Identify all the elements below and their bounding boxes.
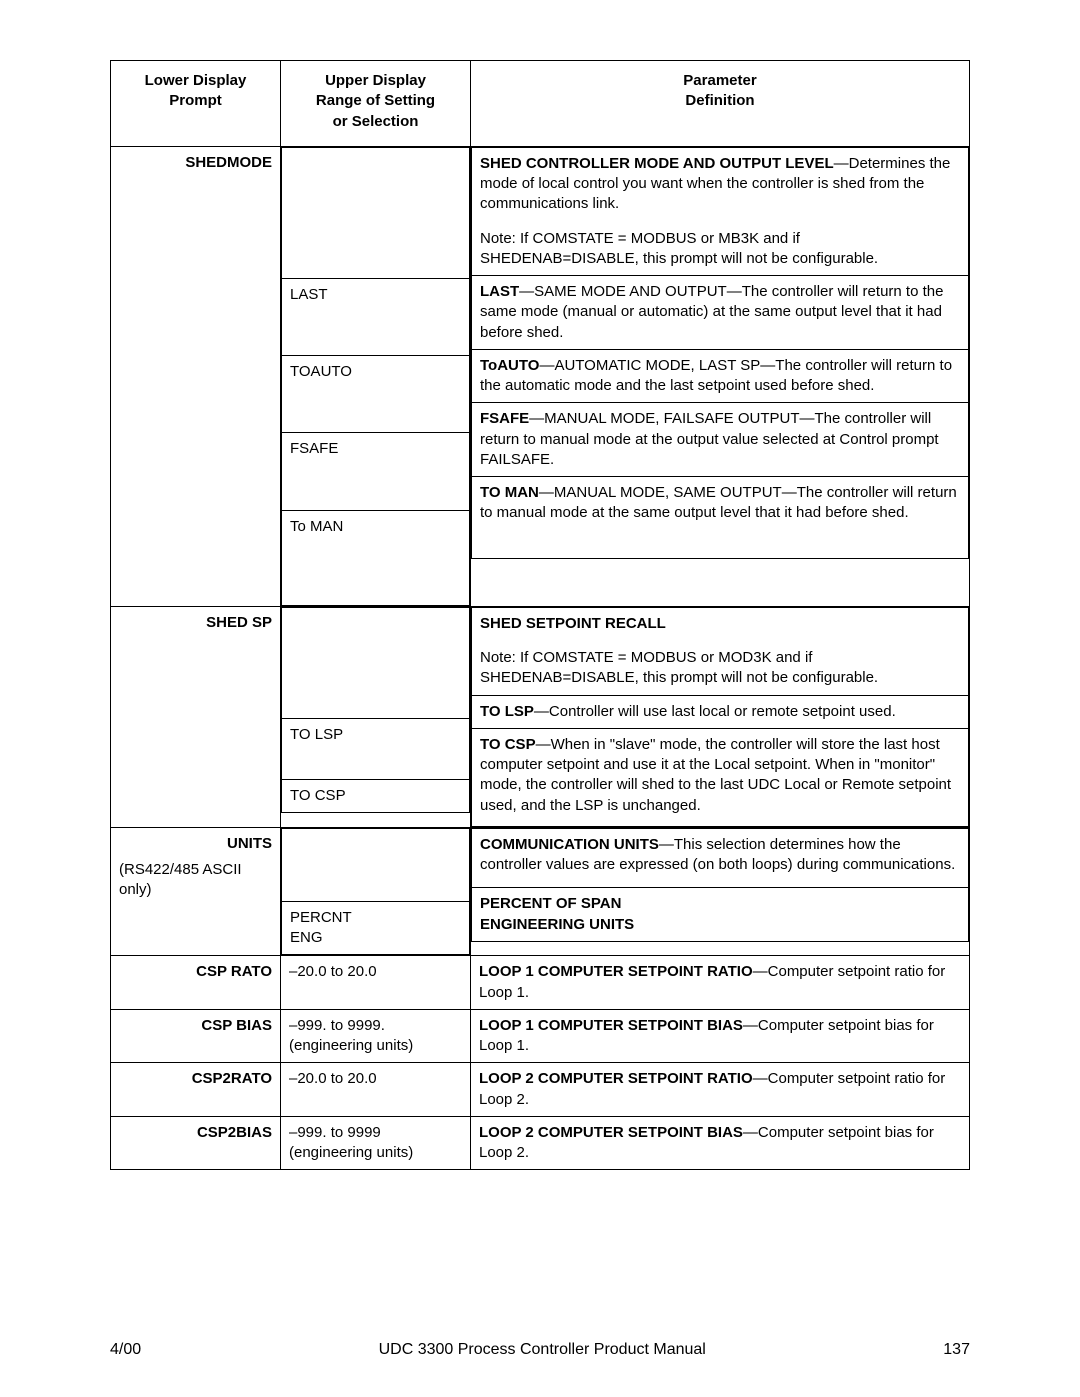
def-title: TO LSP bbox=[480, 703, 534, 720]
prompt-cell: CSP BIAS bbox=[111, 1009, 281, 1063]
prompt-sub: (RS422/485 ASCII only) bbox=[119, 860, 272, 901]
range-text: –999. to 9999 bbox=[289, 1123, 462, 1143]
row-shedsp: SHED SP TO LSP TO CSP SHED SETPOINT RECA… bbox=[111, 606, 970, 827]
def-title: TO MAN bbox=[480, 484, 539, 501]
table-header-row: Lower Display Prompt Upper Display Range… bbox=[111, 61, 970, 147]
header-text: Range of Setting bbox=[316, 92, 435, 109]
def-title: LOOP 1 COMPUTER SETPOINT RATIO bbox=[479, 963, 753, 980]
row-csp2bias: CSP2BIAS –999. to 9999 (engineering unit… bbox=[111, 1116, 970, 1170]
range-cell: –20.0 to 20.0 bbox=[281, 956, 471, 1010]
footer-date: 4/00 bbox=[110, 1341, 141, 1359]
row-csprato: CSP RATO –20.0 to 20.0 LOOP 1 COMPUTER S… bbox=[111, 956, 970, 1010]
def-body: —When in "slave" mode, the controller wi… bbox=[480, 736, 951, 814]
row-csp2rato: CSP2RATO –20.0 to 20.0 LOOP 2 COMPUTER S… bbox=[111, 1063, 970, 1117]
header-text: Parameter bbox=[683, 72, 756, 89]
option-label: TO LSP bbox=[290, 726, 343, 743]
prompt-cell: SHEDMODE bbox=[111, 146, 281, 606]
option-label: ENG bbox=[290, 929, 323, 946]
range-cell: –999. to 9999 (engineering units) bbox=[281, 1116, 471, 1170]
header-text: or Selection bbox=[333, 113, 419, 130]
range-text: –20.0 to 20.0 bbox=[289, 963, 377, 980]
def-title: COMMUNICATION UNITS bbox=[480, 836, 659, 853]
range-cell: –999. to 9999. (engineering units) bbox=[281, 1009, 471, 1063]
def-body: —AUTOMATIC MODE, LAST SP—The controller … bbox=[480, 357, 952, 394]
definition-cell: LOOP 2 COMPUTER SETPOINT RATIO—Computer … bbox=[471, 1063, 970, 1117]
parameter-table: Lower Display Prompt Upper Display Range… bbox=[110, 60, 970, 1170]
header-text: Definition bbox=[685, 92, 754, 109]
range-cell: TO LSP TO CSP bbox=[281, 606, 471, 827]
def-note: Note: If COMSTATE = MODBUS or MOD3K and … bbox=[480, 648, 960, 689]
prompt-text: SHEDMODE bbox=[185, 154, 272, 171]
range-cell: LAST TOAUTO FSAFE To MAN bbox=[281, 146, 471, 606]
option-label: TO CSP bbox=[290, 787, 346, 804]
def-body: —MANUAL MODE, SAME OUTPUT—The controller… bbox=[480, 484, 957, 521]
option-label: To MAN bbox=[290, 518, 343, 535]
def-title: ENGINEERING UNITS bbox=[480, 915, 960, 935]
def-title: ToAUTO bbox=[480, 357, 539, 374]
range-text: (engineering units) bbox=[289, 1036, 462, 1056]
prompt-cell: CSP RATO bbox=[111, 956, 281, 1010]
prompt-text: CSP BIAS bbox=[201, 1017, 272, 1034]
prompt-cell: SHED SP bbox=[111, 606, 281, 827]
def-body: —MANUAL MODE, FAILSAFE OUTPUT—The contro… bbox=[480, 410, 939, 468]
prompt-text: CSP2BIAS bbox=[197, 1124, 272, 1141]
definition-cell: LOOP 1 COMPUTER SETPOINT BIAS—Computer s… bbox=[471, 1009, 970, 1063]
definition-cell: LOOP 2 COMPUTER SETPOINT BIAS—Computer s… bbox=[471, 1116, 970, 1170]
prompt-text: CSP2RATO bbox=[192, 1070, 272, 1087]
option-label: FSAFE bbox=[290, 440, 338, 457]
option-label: PERCNT bbox=[290, 909, 352, 926]
footer-page: 137 bbox=[943, 1341, 970, 1359]
row-shedmode: SHEDMODE LAST TOAUTO FSAFE To MAN SHED C… bbox=[111, 146, 970, 606]
option-label: LAST bbox=[290, 286, 328, 303]
footer-title: UDC 3300 Process Controller Product Manu… bbox=[379, 1341, 706, 1359]
def-title: SHED CONTROLLER MODE AND OUTPUT LEVEL bbox=[480, 155, 834, 172]
range-text: –999. to 9999. bbox=[289, 1016, 462, 1036]
def-body: —Controller will use last local or remot… bbox=[534, 703, 896, 720]
def-note: Note: If COMSTATE = MODBUS or MB3K and i… bbox=[480, 229, 960, 270]
prompt-cell: CSP2BIAS bbox=[111, 1116, 281, 1170]
header-col1: Lower Display Prompt bbox=[111, 61, 281, 147]
prompt-text: CSP RATO bbox=[196, 963, 272, 980]
prompt-text: UNITS bbox=[227, 835, 272, 852]
row-cspbias: CSP BIAS –999. to 9999. (engineering uni… bbox=[111, 1009, 970, 1063]
def-title: TO CSP bbox=[480, 736, 536, 753]
range-text: (engineering units) bbox=[289, 1143, 462, 1163]
header-text: Prompt bbox=[169, 92, 222, 109]
prompt-cell: CSP2RATO bbox=[111, 1063, 281, 1117]
def-title: LOOP 2 COMPUTER SETPOINT RATIO bbox=[479, 1070, 753, 1087]
header-col2: Upper Display Range of Setting or Select… bbox=[281, 61, 471, 147]
page-footer: 4/00 UDC 3300 Process Controller Product… bbox=[0, 1341, 1080, 1359]
range-text: –20.0 to 20.0 bbox=[289, 1070, 377, 1087]
def-title: SHED SETPOINT RECALL bbox=[480, 615, 666, 632]
range-cell: PERCNT ENG bbox=[281, 827, 471, 956]
def-title: PERCENT OF SPAN bbox=[480, 894, 960, 914]
prompt-text: SHED SP bbox=[206, 614, 272, 631]
def-title: LOOP 1 COMPUTER SETPOINT BIAS bbox=[479, 1017, 743, 1034]
option-label: TOAUTO bbox=[290, 363, 352, 380]
row-units: UNITS (RS422/485 ASCII only) PERCNT ENG … bbox=[111, 827, 970, 956]
prompt-cell: UNITS (RS422/485 ASCII only) bbox=[111, 827, 281, 956]
range-cell: –20.0 to 20.0 bbox=[281, 1063, 471, 1117]
header-text: Lower Display bbox=[145, 72, 247, 89]
def-title: FSAFE bbox=[480, 410, 529, 427]
def-body: —SAME MODE AND OUTPUT—The controller wil… bbox=[480, 283, 943, 341]
def-title: LAST bbox=[480, 283, 519, 300]
def-title: LOOP 2 COMPUTER SETPOINT BIAS bbox=[479, 1124, 743, 1141]
definition-cell: LOOP 1 COMPUTER SETPOINT RATIO—Computer … bbox=[471, 956, 970, 1010]
definition-cell: SHED SETPOINT RECALL Note: If COMSTATE =… bbox=[471, 606, 970, 827]
header-text: Upper Display bbox=[325, 72, 426, 89]
header-col3: Parameter Definition bbox=[471, 61, 970, 147]
definition-cell: COMMUNICATION UNITS—This selection deter… bbox=[471, 827, 970, 956]
definition-cell: SHED CONTROLLER MODE AND OUTPUT LEVEL—De… bbox=[471, 146, 970, 606]
